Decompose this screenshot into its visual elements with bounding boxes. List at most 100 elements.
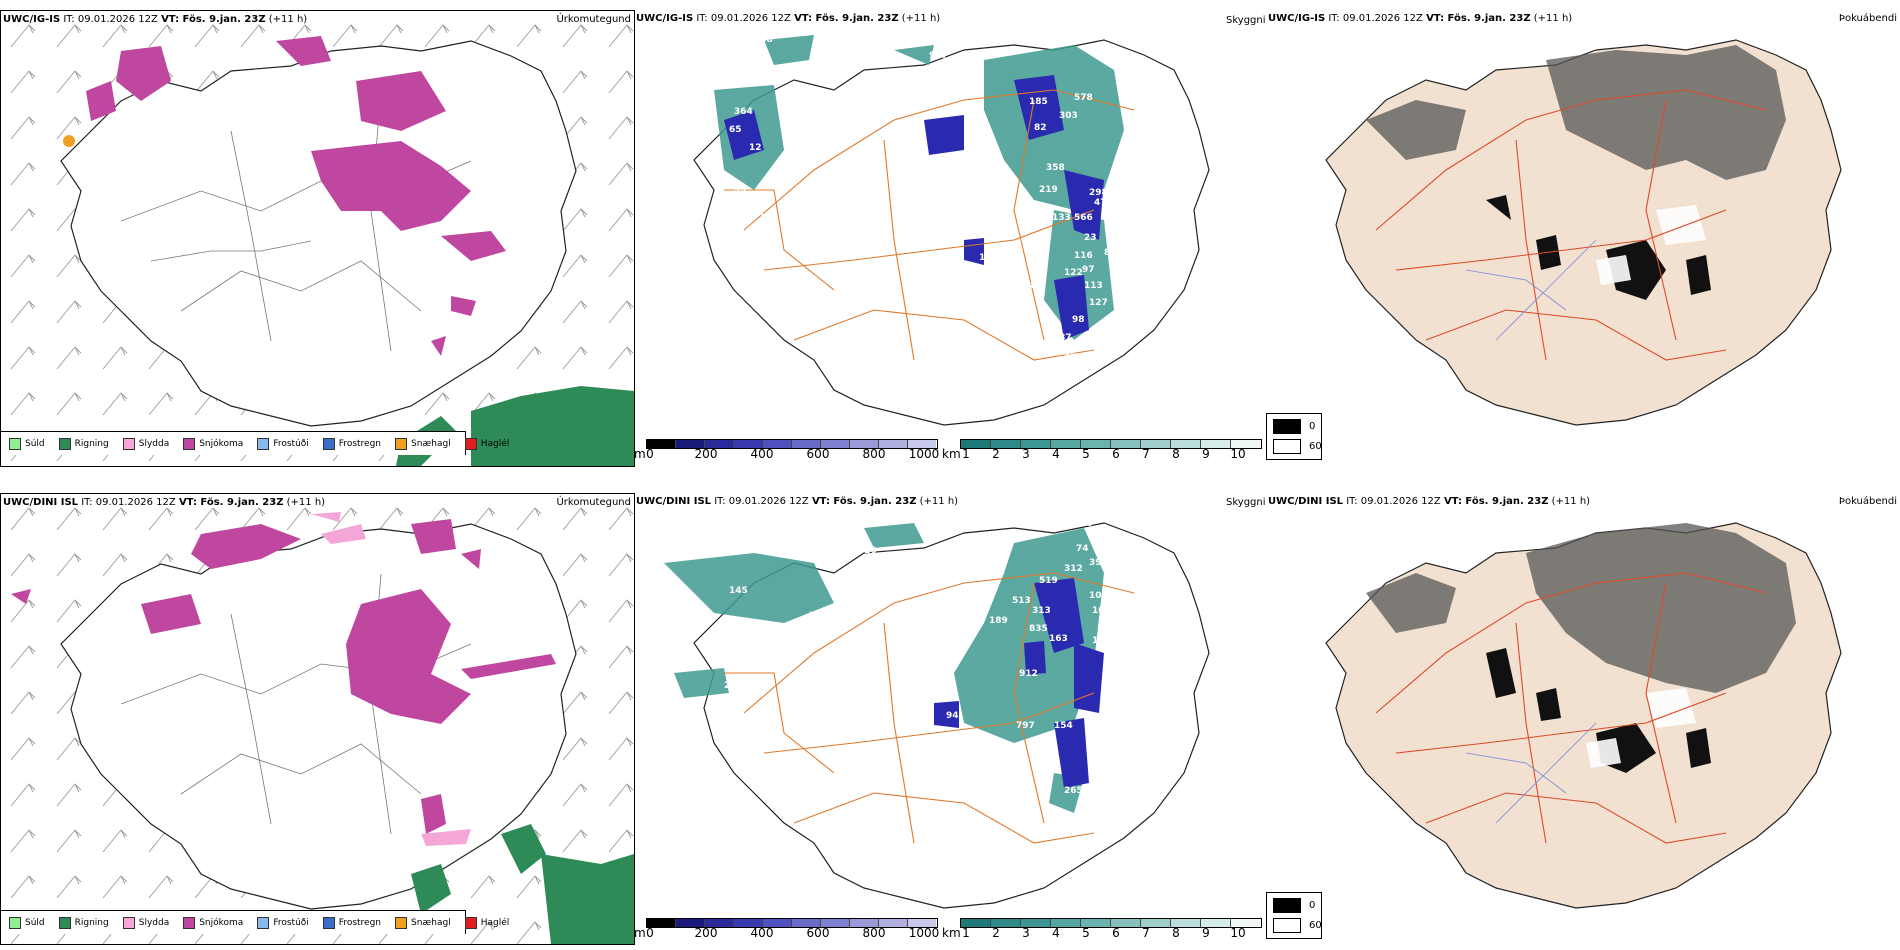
legend-item: Slydda bbox=[122, 916, 169, 929]
cloud-label: 67 bbox=[832, 584, 845, 594]
cloud-label: 99 bbox=[1089, 749, 1102, 759]
cloud-label: 154 bbox=[1054, 721, 1073, 731]
cloud-label: 145 bbox=[729, 586, 748, 596]
cloud-label: 103 bbox=[1089, 591, 1108, 601]
vis-scale-tick: 6 bbox=[1112, 926, 1120, 940]
visibility-title-top: Skyggni bbox=[1226, 15, 1266, 26]
cloud-label: 37 bbox=[1064, 353, 1077, 363]
cloud-label: 192 bbox=[944, 153, 963, 163]
legend-item: Snjókoma bbox=[183, 916, 243, 929]
cloud-base-colorbar-top: m 0 200 400 600 800 1000 bbox=[634, 437, 944, 463]
legend-item: Súld bbox=[9, 916, 45, 929]
cloud-label: 835 bbox=[1029, 624, 1048, 634]
cloud-vis-header-top: UWC/IG-IS IT: 09.01.2026 12Z VT: Fös. 9.… bbox=[636, 13, 941, 24]
legend-item: Snæhagl bbox=[395, 437, 451, 450]
cloud-label: 122 bbox=[1064, 268, 1083, 278]
cloud-scale-tick: 800 bbox=[862, 926, 886, 940]
cloud-label: 65 bbox=[729, 125, 742, 135]
fog-dense-area bbox=[1486, 195, 1711, 300]
cloud-scale-tick: 200 bbox=[694, 447, 718, 461]
cloud-label: 94 bbox=[946, 711, 959, 721]
cloud-label: 42 bbox=[774, 161, 787, 171]
cloud-label: 133 bbox=[1052, 213, 1071, 223]
vis-scale-tick: 1 bbox=[962, 447, 970, 461]
vis-scale-tick: 2 bbox=[992, 926, 1000, 940]
cloud-label: 721 bbox=[1054, 519, 1073, 529]
precip-map-top bbox=[1, 11, 634, 466]
cloud-label: 391 bbox=[1089, 558, 1108, 568]
legend-item: Haglél bbox=[464, 916, 509, 929]
cloud-label: 116 bbox=[1074, 251, 1093, 261]
precip-legend-bottom: Súld Rigning Slydda Snjókoma Frostúði Fr… bbox=[1, 910, 509, 934]
vis-scale-tick: 10 bbox=[1230, 447, 1246, 461]
cloud-label: 42 bbox=[694, 661, 707, 671]
cloud-label: 40 bbox=[1104, 686, 1117, 696]
cloud-label: 797 bbox=[1016, 721, 1035, 731]
visibility-title-bottom: Skyggni bbox=[1226, 497, 1266, 508]
precip-legend-top: Súld Rigning Slydda Snjókoma Frostúði Fr… bbox=[1, 431, 509, 455]
fog-indicator-area bbox=[1366, 45, 1786, 180]
cloud-label: 189 bbox=[989, 616, 1008, 626]
fog-header-bottom: UWC/DINI ISL IT: 09.01.2026 12Z VT: Fös.… bbox=[1268, 496, 1591, 507]
cloud-label: 892 bbox=[1134, 624, 1153, 634]
cloud-vis-map-bottom: 721 910 74 312 391 104 519 103 108 313 5… bbox=[664, 519, 1210, 909]
cloud-label: 23 bbox=[1084, 233, 1097, 243]
cloud-label: 21 bbox=[724, 681, 737, 691]
precip-title-top: Úrkomutegund bbox=[556, 14, 631, 25]
visibility-colorbar-bottom: km 1 2 3 4 5 6 7 8 9 10 bbox=[942, 916, 1264, 942]
fog-legend-top: 0 60 bbox=[1266, 413, 1322, 460]
vis-scale-unit: km bbox=[942, 926, 961, 940]
cloud-label: 910 bbox=[1074, 519, 1093, 529]
cloud-scale-tick: 400 bbox=[750, 926, 774, 940]
fog-panel-bottom: UWC/DINI ISL IT: 09.01.2026 12Z VT: Fös.… bbox=[1266, 493, 1900, 943]
cloud-label: 364 bbox=[734, 107, 753, 117]
cloud-label: 265 bbox=[1064, 786, 1083, 796]
cloud-label: 12 bbox=[749, 143, 762, 153]
cloud-label: 298 bbox=[1089, 188, 1108, 198]
cloud-label: 63 bbox=[844, 606, 857, 616]
cloud-scale-tick: 200 bbox=[694, 926, 718, 940]
vis-scale-tick: 10 bbox=[1230, 926, 1246, 940]
legend-item: Frostúði bbox=[257, 437, 309, 450]
cloud-label: 12 bbox=[759, 213, 772, 223]
cloud-label: 513 bbox=[1012, 596, 1031, 606]
cloud-label: 185 bbox=[1029, 97, 1048, 107]
cloud-label: 16 bbox=[864, 546, 877, 556]
precip-map-bottom bbox=[1, 494, 634, 944]
vis-scale-tick: 2 bbox=[992, 447, 1000, 461]
legend-item: Rigning bbox=[58, 437, 109, 450]
cloud-scale-tick: 600 bbox=[806, 926, 830, 940]
precip-title-bottom: Úrkomutegund bbox=[556, 497, 631, 508]
legend-item: Súld bbox=[9, 437, 45, 450]
vis-scale-tick: 3 bbox=[1022, 447, 1030, 461]
cloud-scale-unit: m bbox=[634, 447, 646, 461]
cloud-label: 519 bbox=[1039, 576, 1058, 586]
vis-scale-unit: km bbox=[942, 447, 961, 461]
vis-scale-tick: 5 bbox=[1082, 926, 1090, 940]
fog-panel-top: UWC/IG-IS IT: 09.01.2026 12Z VT: Fös. 9.… bbox=[1266, 10, 1900, 465]
fog-title-top: Þokuábendi bbox=[1838, 13, 1897, 24]
cloud-label: 16 bbox=[1109, 223, 1122, 233]
cloud-label: 87 bbox=[1059, 333, 1072, 343]
cloud-label: 82 bbox=[1104, 248, 1117, 258]
cloud-label: 114 bbox=[979, 253, 998, 263]
legend-item: Haglél bbox=[464, 437, 509, 450]
cloud-label: 358 bbox=[1046, 163, 1065, 173]
legend-item: Snjókoma bbox=[183, 437, 243, 450]
cloud-scale-unit: m bbox=[634, 926, 646, 940]
cloud-scale-tick: 0 bbox=[646, 926, 654, 940]
cloud-scale-tick: 1000 bbox=[908, 926, 940, 940]
visibility-colorbar-top: km 1 2 3 4 5 6 7 8 9 10 bbox=[942, 437, 1264, 463]
cloud-vis-panel-bottom: 721 910 74 312 391 104 519 103 108 313 5… bbox=[634, 493, 1266, 943]
cloud-label: 578 bbox=[1074, 93, 1093, 103]
legend-item: Frostregn bbox=[322, 916, 381, 929]
cloud-label: 127 bbox=[1089, 298, 1108, 308]
legend-item: Rigning bbox=[58, 916, 109, 929]
cloud-label: 78 bbox=[1024, 281, 1037, 291]
vis-scale-tick: 4 bbox=[1052, 926, 1060, 940]
cloud-label: 67 bbox=[712, 233, 725, 243]
cloud-label: 313 bbox=[1032, 606, 1051, 616]
cloud-base-area bbox=[724, 75, 1104, 340]
fog-header-top: UWC/IG-IS IT: 09.01.2026 12Z VT: Fös. 9.… bbox=[1268, 13, 1573, 24]
cloud-label: 912 bbox=[1019, 669, 1038, 679]
